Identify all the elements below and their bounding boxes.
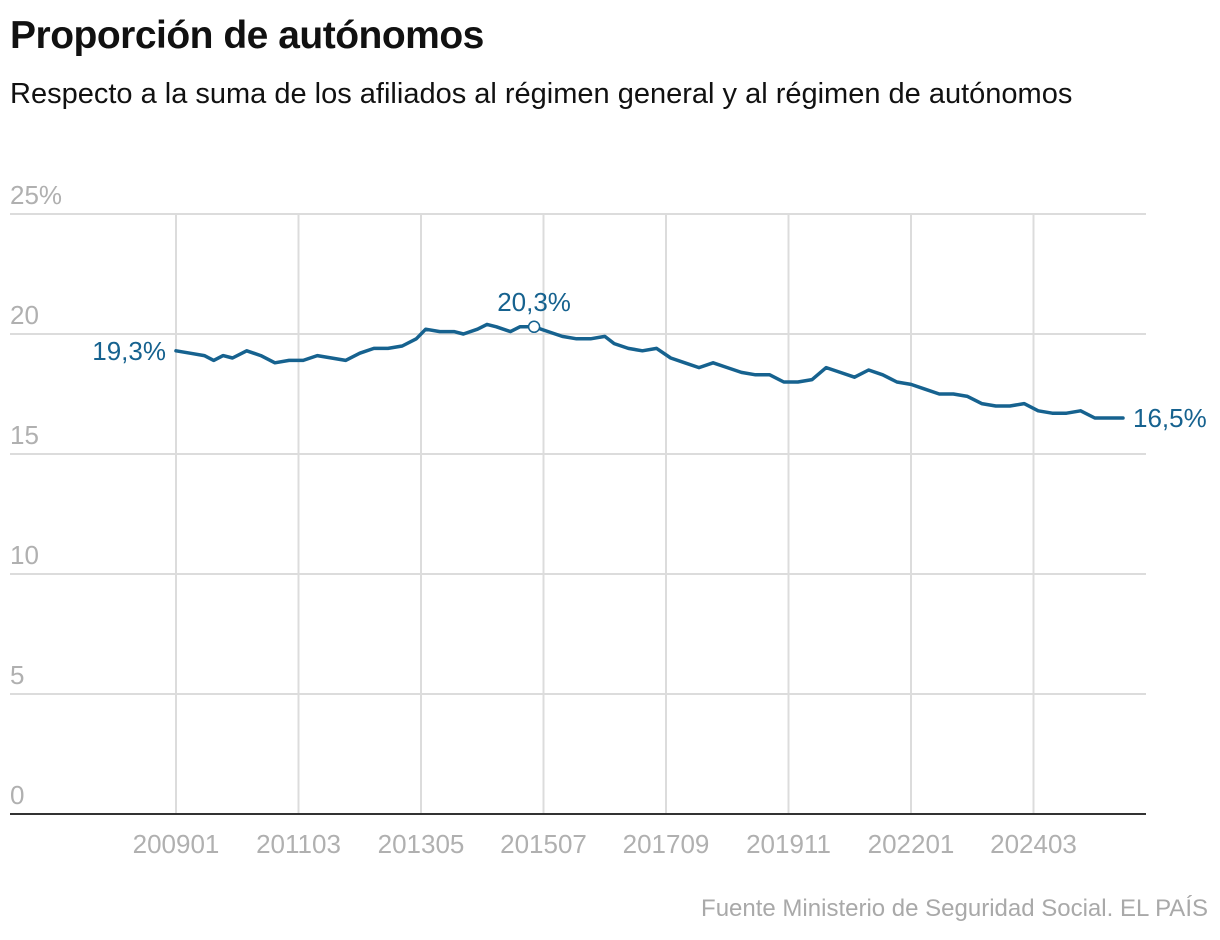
annotation-peak-value: 20,3% <box>497 287 571 317</box>
y-tick-label: 5 <box>10 660 24 690</box>
x-tick-label: 201911 <box>746 829 831 859</box>
x-tick-label: 201709 <box>623 829 710 859</box>
chart-title: Proporción de autónomos <box>10 14 484 57</box>
y-tick-label: 25% <box>10 180 62 210</box>
y-tick-label: 15 <box>10 420 39 450</box>
axis-ticks: 0 5 10 15 20 25% 200901 201103 201305 201507 20170… <box>10 180 1077 859</box>
x-tick-label: 201305 <box>378 829 465 859</box>
x-tick-label: 202403 <box>990 829 1077 859</box>
x-tick-label: 200901 <box>133 829 220 859</box>
series-line <box>174 322 1125 420</box>
x-tick-label: 201507 <box>500 829 587 859</box>
y-tick-label: 10 <box>10 540 39 570</box>
annotation-end-value: 16,5% <box>1133 403 1207 433</box>
annotation-start-value: 19,3% <box>92 336 166 366</box>
x-tick-label: 202201 <box>868 829 955 859</box>
data-series <box>174 322 1125 420</box>
peak-marker <box>527 320 541 334</box>
chart-subtitle: Respecto a la suma de los afiliados al r… <box>10 78 1073 110</box>
gridlines <box>10 213 1146 815</box>
y-tick-label: 0 <box>10 780 24 810</box>
x-tick-label: 201103 <box>256 829 341 859</box>
y-tick-label: 20 <box>10 300 39 330</box>
annotations: 19,3% 20,3% 16,5% <box>92 287 1206 433</box>
source-note: Fuente Ministerio de Seguridad Social. E… <box>701 895 1208 922</box>
